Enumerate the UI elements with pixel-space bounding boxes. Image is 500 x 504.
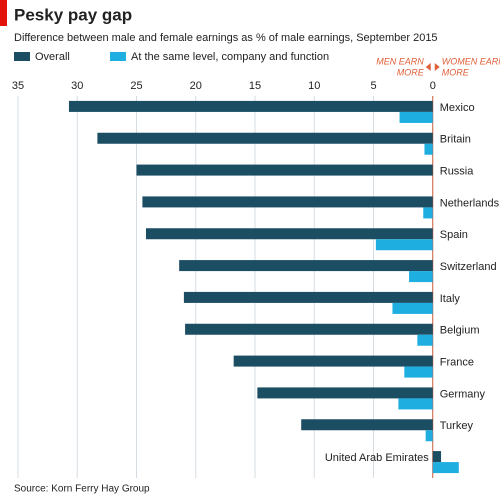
category-label: Turkey <box>440 420 474 432</box>
bar <box>145 228 433 240</box>
annotation: MORE <box>397 67 425 77</box>
x-tick-label: 0 <box>430 80 436 92</box>
bar <box>97 132 433 144</box>
red-tab <box>0 0 7 26</box>
legend-swatch <box>14 52 30 61</box>
annotation: WOMEN EARN <box>442 56 500 66</box>
subtitle: Difference between male and female earni… <box>14 32 438 44</box>
category-label: Russia <box>440 165 475 177</box>
legend-swatch <box>110 52 126 61</box>
bar <box>432 451 442 463</box>
category-label: Mexico <box>440 102 475 114</box>
legend-label: Overall <box>35 51 70 63</box>
bar <box>404 366 433 378</box>
bar <box>432 462 459 474</box>
category-label: Netherlands <box>440 197 500 209</box>
bar <box>183 291 433 303</box>
bar <box>375 239 433 251</box>
category-label: Germany <box>440 388 486 400</box>
bar <box>409 271 433 283</box>
legend-label: At the same level, company and function <box>131 51 329 63</box>
x-tick-label: 30 <box>71 80 83 92</box>
bar <box>68 100 433 112</box>
bar <box>425 430 433 442</box>
bar <box>417 334 433 346</box>
bar <box>301 419 433 431</box>
bar <box>179 260 433 272</box>
annotation: MORE <box>442 67 470 77</box>
category-label: France <box>440 356 474 368</box>
category-label: Spain <box>440 229 468 241</box>
bar <box>257 387 433 399</box>
x-tick-label: 15 <box>249 80 261 92</box>
x-tick-label: 10 <box>308 80 320 92</box>
category-label: Britain <box>440 134 471 146</box>
arrow <box>425 63 440 71</box>
chart-title: Pesky pay gap <box>14 5 132 24</box>
bar <box>233 355 433 367</box>
bar <box>185 323 433 335</box>
x-tick-label: 5 <box>370 80 376 92</box>
bar <box>398 398 433 410</box>
x-tick-label: 35 <box>12 80 24 92</box>
bar <box>136 164 433 176</box>
bar <box>423 207 433 219</box>
bar <box>392 302 433 314</box>
bar <box>142 196 433 208</box>
annotation: MEN EARN <box>376 56 424 66</box>
category-label: Belgium <box>440 325 480 337</box>
category-label: United Arab Emirates <box>325 452 429 464</box>
category-label: Switzerland <box>440 261 497 273</box>
bar <box>399 111 433 123</box>
source: Source: Korn Ferry Hay Group <box>14 484 150 495</box>
x-tick-label: 25 <box>130 80 142 92</box>
x-tick-label: 20 <box>190 80 202 92</box>
bar <box>424 143 433 155</box>
category-label: Italy <box>440 293 461 305</box>
